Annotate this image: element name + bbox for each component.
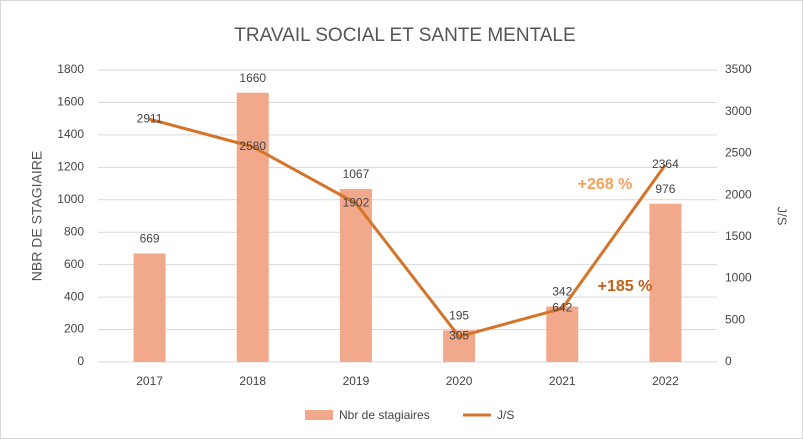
bar-value-label: 342 xyxy=(552,285,572,299)
y-tick-label: 1200 xyxy=(57,160,84,174)
x-tick-label: 2020 xyxy=(446,374,473,388)
x-tick-label: 2019 xyxy=(343,374,370,388)
annotation: +268 % xyxy=(578,176,633,193)
line-value-label: 2364 xyxy=(652,157,679,171)
bar xyxy=(649,203,682,362)
x-tick-label: 2021 xyxy=(549,374,576,388)
bar-value-label: 976 xyxy=(655,182,675,196)
bar xyxy=(236,92,269,362)
bar-value-label: 669 xyxy=(140,232,160,246)
y-tick-label: 1400 xyxy=(57,127,84,141)
y2-tick-label: 0 xyxy=(725,354,732,368)
y-tick-label: 1600 xyxy=(57,95,84,109)
x-tick-label: 2017 xyxy=(136,374,163,388)
x-tick-label: 2018 xyxy=(239,374,266,388)
legend-label: Nbr de stagiaires xyxy=(339,408,430,422)
y2-tick-label: 3500 xyxy=(725,62,752,76)
legend-swatch xyxy=(305,410,333,420)
line xyxy=(149,117,667,339)
bar-value-label: 1660 xyxy=(239,71,266,85)
line-value-label: 642 xyxy=(552,301,572,315)
x-tick-label: 2022 xyxy=(652,374,679,388)
legend-label: J/S xyxy=(497,408,514,422)
annotation: +185 % xyxy=(598,278,653,295)
y-tick-label: 600 xyxy=(64,257,84,271)
y-tick-label: 800 xyxy=(64,224,84,238)
y2-axis-label: J/S xyxy=(775,207,790,226)
y-tick-label: 1800 xyxy=(57,62,84,76)
chart-title: TRAVAIL SOCIAL ET SANTE MENTALE xyxy=(234,25,575,46)
line-value-label: 2580 xyxy=(239,139,266,153)
line-value-label: 2911 xyxy=(137,111,163,125)
y-tick-label: 0 xyxy=(77,354,84,368)
y2-tick-label: 2000 xyxy=(725,187,752,201)
y-tick-label: 1000 xyxy=(57,192,84,206)
bar xyxy=(133,253,166,362)
bar-value-label: 1067 xyxy=(343,167,370,181)
line-value-label: 1902 xyxy=(343,195,370,209)
y2-tick-label: 2500 xyxy=(725,146,752,160)
y-tick-label: 400 xyxy=(64,289,84,303)
y2-tick-label: 1500 xyxy=(725,229,752,243)
bar xyxy=(339,188,372,362)
y2-tick-label: 1000 xyxy=(725,271,752,285)
y-axis-label: NBR DE STAGIAIRE xyxy=(29,151,45,281)
bar xyxy=(546,306,579,362)
y2-tick-label: 500 xyxy=(725,312,745,326)
bar-value-label: 195 xyxy=(449,309,469,323)
line-value-label: 305 xyxy=(449,329,469,343)
y2-tick-label: 3000 xyxy=(725,104,752,118)
y-tick-label: 200 xyxy=(64,322,84,336)
